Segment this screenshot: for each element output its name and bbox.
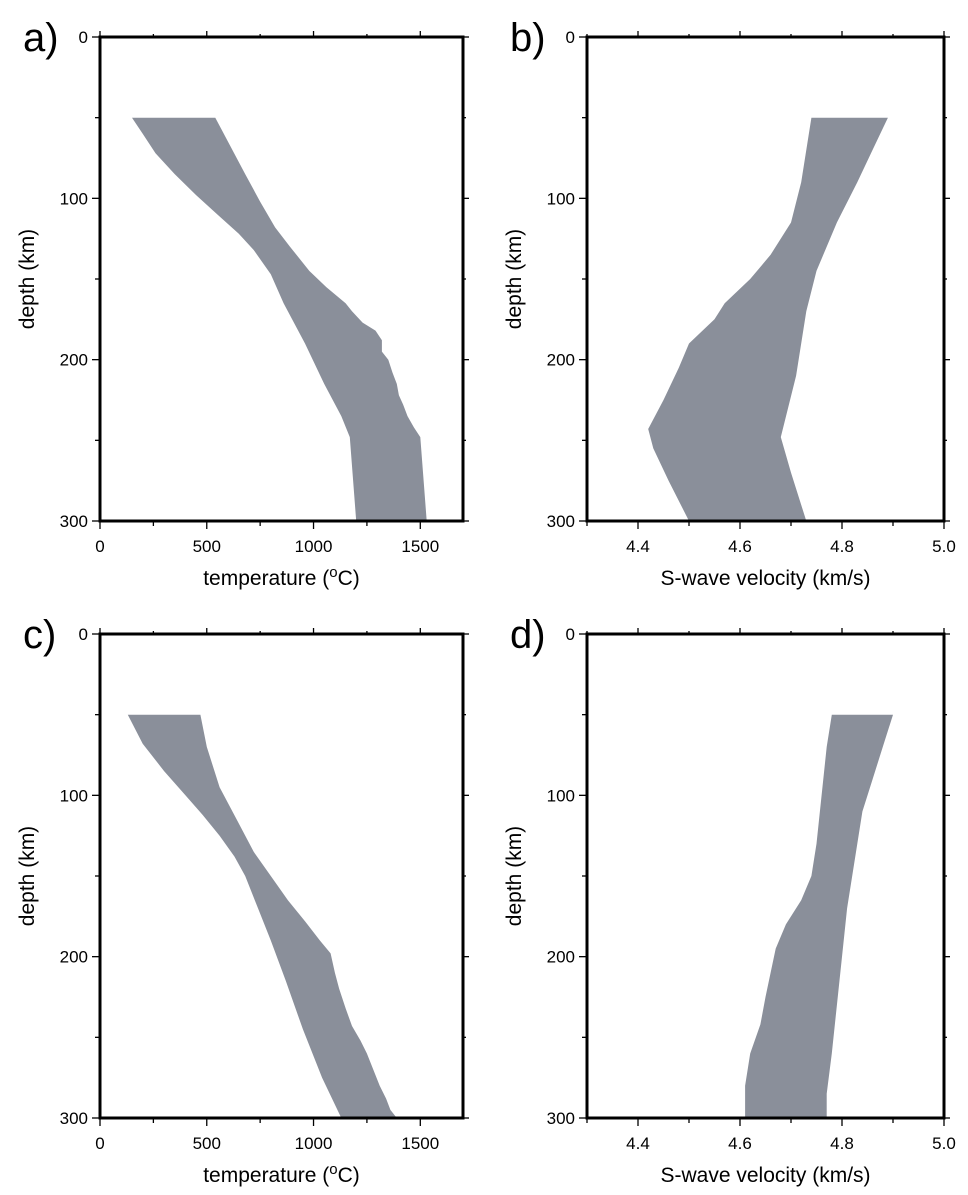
y-tick-label: 200	[547, 948, 575, 967]
x-axis-label: temperature (oC)	[203, 564, 360, 590]
y-tick-label: 200	[547, 351, 575, 370]
x-tick-label: 4.8	[830, 537, 854, 556]
y-tick-label: 300	[547, 512, 575, 531]
y-axis-label: depth (km)	[16, 229, 39, 329]
x-axis-label: temperature (oC)	[203, 1161, 360, 1187]
x-axis-label-main: temperature (	[203, 1164, 329, 1187]
x-axis-label: S-wave velocity (km/s)	[660, 1164, 870, 1187]
range-band	[132, 117, 427, 521]
x-tick-label: 1000	[295, 537, 333, 556]
y-axis-label: depth (km)	[503, 229, 526, 329]
x-tick-label: 1000	[295, 1134, 333, 1153]
y-tick-label: 200	[60, 351, 88, 370]
chart-panel-1: 0 500 1000 1500 0 100 200 300 depth (km) temperat…	[16, 16, 469, 590]
y-tick-label: 0	[566, 28, 575, 47]
range-band	[648, 117, 888, 521]
x-tick-label: 5.0	[932, 1134, 956, 1153]
y-tick-label: 100	[547, 189, 575, 208]
y-axis-label: depth (km)	[16, 826, 39, 926]
y-tick-label: 200	[60, 948, 88, 967]
range-band	[745, 714, 893, 1118]
x-tick-label: 4.8	[830, 1134, 854, 1153]
chart-panel-2: 4.4 4.6 4.8 5.0 0 100 200 300 depth (km) S-wave v…	[503, 16, 956, 590]
x-axis-label-tail: C)	[338, 1164, 360, 1187]
y-tick-label: 0	[79, 625, 88, 644]
y-tick-label: 0	[566, 625, 575, 644]
x-axis-label-superscript: o	[329, 1161, 337, 1178]
y-tick-label: 300	[60, 512, 88, 531]
y-tick-label: 100	[60, 786, 88, 805]
x-axis-label: S-wave velocity (km/s)	[660, 567, 870, 590]
x-tick-label: 0	[95, 537, 104, 556]
y-tick-label: 100	[547, 786, 575, 805]
chart-panel-4: 4.4 4.6 4.8 5.0 0 100 200 300 depth (km) S-wave v…	[503, 613, 956, 1187]
x-tick-label: 4.6	[728, 1134, 752, 1153]
x-axis-label-main: temperature (	[203, 567, 329, 590]
x-tick-label: 5.0	[932, 537, 956, 556]
panel-label: a)	[23, 16, 59, 60]
panel-label: c)	[23, 613, 56, 657]
x-tick-label: 500	[193, 1134, 221, 1153]
x-tick-label: 4.4	[626, 537, 650, 556]
plot-frame	[98, 632, 465, 1120]
y-tick-label: 100	[60, 189, 88, 208]
range-band	[127, 714, 397, 1118]
x-tick-label: 4.4	[626, 1134, 650, 1153]
chart-panel-3: 0 500 1000 1500 0 100 200 300 depth (km) temperat…	[16, 613, 469, 1187]
y-axis-label: depth (km)	[503, 826, 526, 926]
y-tick-label: 300	[547, 1109, 575, 1128]
x-axis-label-tail: C)	[338, 567, 360, 590]
x-tick-label: 500	[193, 537, 221, 556]
x-tick-label: 1500	[401, 537, 439, 556]
panel-label: d)	[510, 613, 546, 657]
y-tick-label: 0	[79, 28, 88, 47]
panel-label: b)	[510, 16, 546, 60]
y-tick-label: 300	[60, 1109, 88, 1128]
x-axis-label-superscript: o	[329, 564, 337, 581]
x-tick-label: 4.6	[728, 537, 752, 556]
x-tick-label: 1500	[401, 1134, 439, 1153]
x-tick-label: 0	[95, 1134, 104, 1153]
